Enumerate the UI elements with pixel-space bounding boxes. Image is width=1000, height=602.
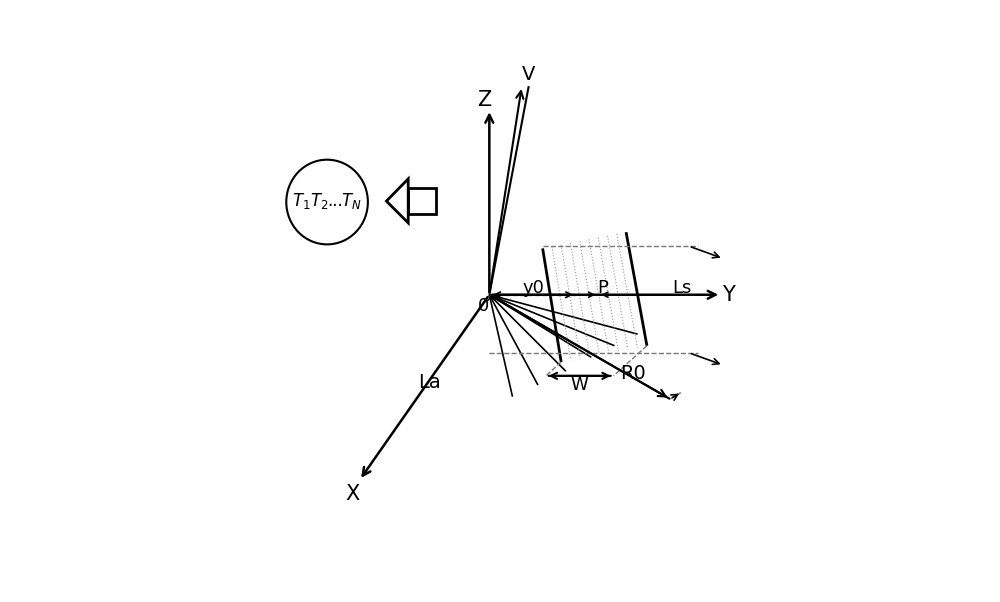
Text: 0: 0: [478, 297, 489, 315]
Text: $T_2$: $T_2$: [310, 191, 328, 211]
Text: Z: Z: [477, 90, 491, 110]
Polygon shape: [386, 179, 408, 223]
Text: $T_1$: $T_1$: [292, 191, 311, 211]
Text: ...: ...: [327, 192, 343, 210]
Text: V: V: [522, 65, 535, 84]
Text: Y: Y: [722, 285, 734, 305]
Text: X: X: [345, 484, 360, 504]
Text: y0: y0: [522, 279, 544, 297]
Text: Ls: Ls: [672, 279, 691, 297]
Text: W: W: [571, 376, 589, 394]
Text: P: P: [597, 279, 608, 297]
Text: $T_N$: $T_N$: [341, 191, 361, 211]
Text: R0: R0: [620, 364, 646, 383]
Polygon shape: [408, 188, 436, 214]
Text: La: La: [418, 373, 440, 393]
